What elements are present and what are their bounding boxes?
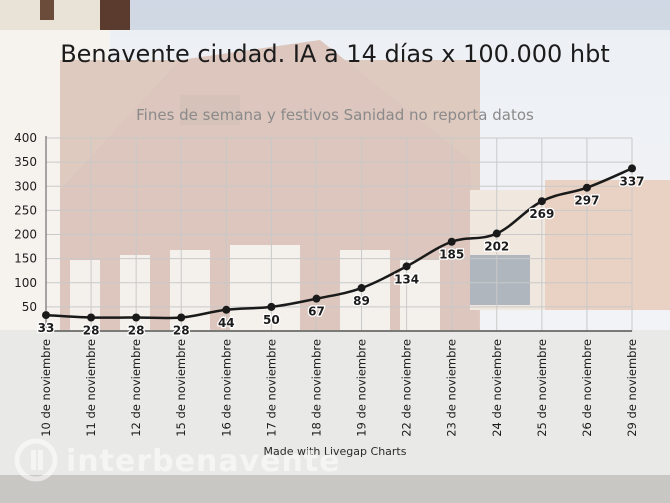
watermark-logo-icon (14, 438, 58, 482)
y-tick-label: 250 (14, 203, 37, 217)
x-tick-label: 29 de noviembre (625, 339, 639, 437)
data-label: 28 (128, 323, 145, 337)
data-label: 89 (353, 294, 370, 308)
data-point (132, 313, 141, 322)
data-point (42, 311, 50, 320)
data-label: 202 (484, 240, 509, 254)
chart-title: Benavente ciudad. IA a 14 días x 100.000… (60, 40, 610, 68)
x-tick-label: 17 de noviembre (264, 339, 278, 437)
chart-subtitle: Fines de semana y festivos Sanidad no re… (136, 106, 534, 124)
y-tick-label: 50 (22, 300, 37, 314)
data-label: 337 (619, 174, 644, 188)
data-label: 134 (394, 272, 419, 286)
data-point (492, 229, 501, 238)
x-tick-label: 19 de noviembre (355, 339, 369, 437)
x-tick-label: 12 de noviembre (129, 339, 143, 437)
data-label: 28 (173, 323, 190, 337)
data-label: 44 (218, 316, 235, 330)
data-point (222, 305, 231, 314)
chart-credit: Made with Livegap Charts (263, 445, 407, 458)
data-point (628, 164, 636, 173)
x-tick-label: 18 de noviembre (309, 339, 323, 437)
x-tick-label: 10 de noviembre (39, 339, 53, 437)
y-tick-label: 400 (14, 131, 37, 145)
data-label: 50 (263, 313, 280, 327)
data-point (537, 197, 546, 206)
data-point (582, 183, 591, 192)
data-point (87, 313, 96, 322)
x-tick-label: 22 de noviembre (400, 339, 414, 437)
y-tick-label: 150 (14, 252, 37, 266)
x-tick-label: 15 de noviembre (174, 339, 188, 437)
x-tick-label: 11 de noviembre (84, 339, 98, 437)
data-label: 33 (38, 321, 55, 335)
data-point (402, 262, 411, 271)
data-label: 28 (83, 323, 100, 337)
data-point (447, 237, 456, 246)
data-point (177, 313, 186, 322)
data-label: 269 (529, 207, 554, 221)
x-tick-label: 25 de noviembre (535, 339, 549, 437)
data-label: 297 (574, 194, 599, 208)
site-watermark: interbenavente (14, 438, 340, 482)
x-tick-label: 16 de noviembre (219, 339, 233, 437)
data-label: 185 (439, 248, 464, 262)
x-tick-label: 23 de noviembre (445, 339, 459, 437)
y-tick-label: 200 (14, 228, 37, 242)
x-tick-label: 24 de noviembre (490, 339, 504, 437)
watermark-text: interbenavente (66, 444, 341, 479)
data-point (357, 284, 366, 293)
y-tick-label: 350 (14, 155, 37, 169)
x-tick-label: 26 de noviembre (580, 339, 594, 437)
series-line (45, 167, 633, 320)
data-point (267, 302, 276, 311)
data-label: 67 (308, 305, 325, 319)
data-point (312, 294, 321, 303)
y-tick-label: 100 (14, 276, 37, 290)
y-tick-label: 300 (14, 179, 37, 193)
